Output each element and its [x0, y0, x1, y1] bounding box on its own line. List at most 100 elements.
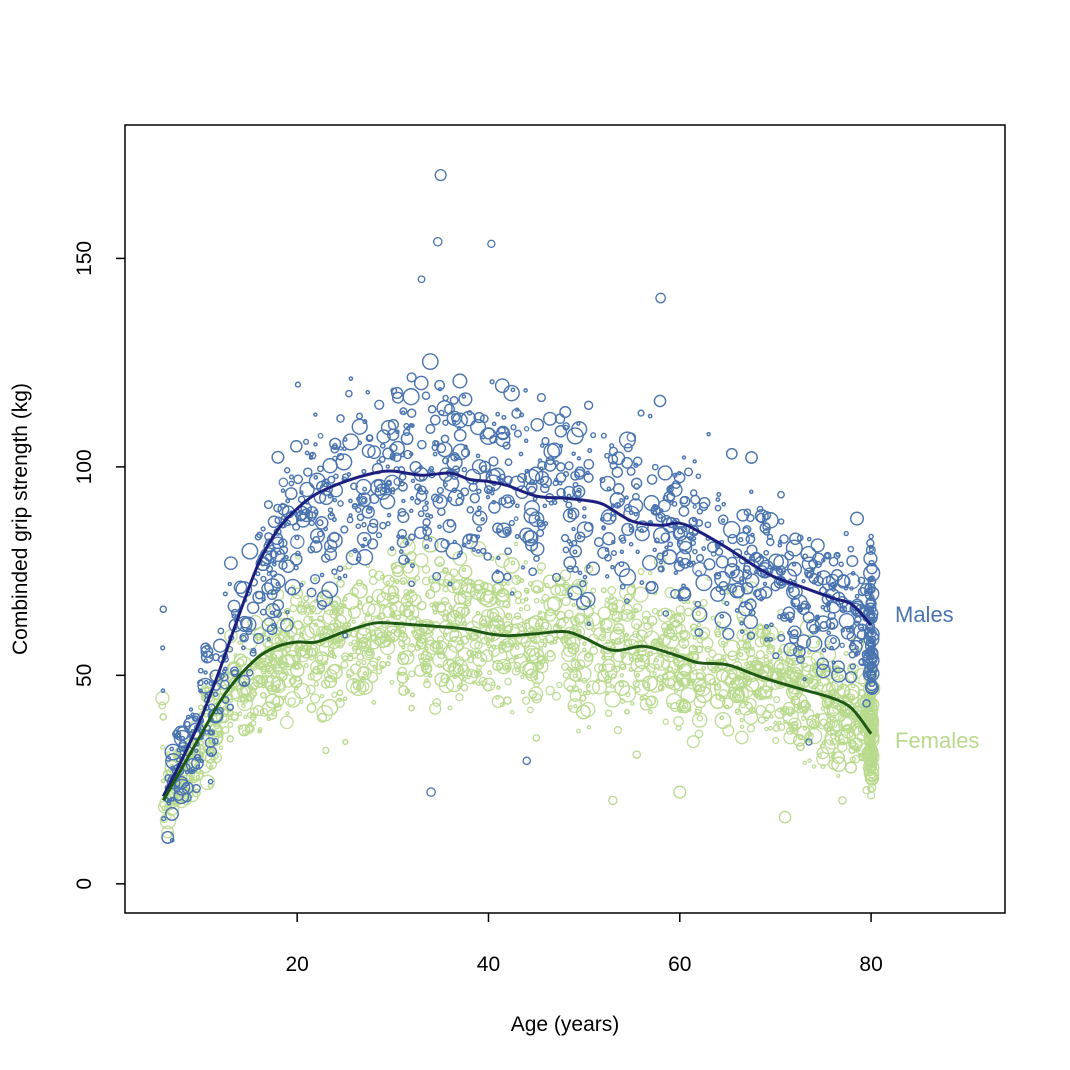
data-point — [451, 636, 458, 642]
data-point — [317, 662, 324, 670]
data-point — [528, 690, 538, 699]
data-point — [497, 589, 506, 598]
data-point — [478, 615, 491, 628]
data-point — [582, 514, 587, 519]
data-point — [342, 696, 348, 701]
data-point — [243, 714, 248, 720]
data-point — [246, 724, 254, 733]
data-point — [630, 701, 635, 706]
data-point — [612, 623, 625, 635]
data-point — [869, 738, 875, 745]
data-point — [313, 622, 319, 628]
data-point — [839, 642, 845, 649]
data-point — [838, 612, 855, 630]
data-point — [632, 750, 642, 759]
data-point — [657, 607, 673, 623]
data-point — [436, 635, 444, 643]
data-point — [386, 655, 392, 660]
data-point — [678, 700, 692, 714]
data-point — [695, 610, 702, 617]
data-point — [285, 711, 290, 716]
data-point — [442, 567, 449, 575]
data-point — [635, 672, 640, 678]
data-point — [368, 568, 378, 578]
data-point — [352, 678, 358, 684]
data-point — [270, 676, 286, 692]
data-point — [868, 533, 874, 540]
data-point — [221, 726, 230, 734]
data-point — [241, 729, 247, 735]
data-point — [713, 683, 722, 691]
data-point — [619, 673, 625, 678]
data-point — [863, 713, 879, 728]
data-point — [599, 619, 606, 626]
data-point — [475, 611, 481, 616]
data-point — [393, 628, 403, 638]
data-point — [457, 647, 472, 662]
data-point — [518, 606, 524, 612]
data-point — [576, 662, 582, 668]
data-point — [692, 504, 697, 509]
data-point — [724, 704, 730, 710]
data-point — [440, 673, 451, 684]
data-point — [532, 734, 541, 742]
data-point — [777, 650, 783, 656]
data-point — [158, 701, 167, 710]
data-point — [405, 590, 418, 603]
data-point — [488, 611, 499, 622]
data-point — [611, 610, 623, 623]
data-point — [684, 607, 693, 617]
data-point — [811, 684, 817, 690]
data-point — [504, 640, 512, 648]
data-point — [429, 581, 441, 593]
data-point — [226, 735, 234, 743]
data-point — [696, 622, 702, 628]
data-point — [409, 616, 422, 629]
data-point — [307, 673, 315, 681]
data-point — [654, 658, 659, 663]
data-point — [312, 666, 321, 674]
data-point — [623, 593, 633, 603]
data-point — [681, 644, 687, 650]
data-point — [716, 621, 722, 627]
data-point — [686, 735, 700, 749]
data-point — [867, 696, 873, 702]
data-point — [753, 689, 761, 698]
data-point — [600, 627, 606, 633]
data-point — [837, 733, 849, 745]
data-point — [806, 714, 820, 729]
data-point — [727, 650, 738, 661]
data-point — [514, 645, 520, 650]
data-point — [195, 774, 200, 780]
data-point — [857, 697, 867, 707]
data-point — [679, 557, 691, 569]
data-point — [743, 666, 760, 683]
data-point — [754, 624, 769, 639]
data-point — [801, 682, 806, 687]
data-point — [306, 703, 317, 713]
data-point — [296, 604, 308, 615]
data-point — [836, 741, 848, 753]
data-point — [585, 680, 601, 695]
data-point — [509, 709, 515, 715]
data-point — [533, 597, 540, 604]
data-point — [470, 584, 487, 601]
data-point — [710, 615, 716, 621]
data-point — [609, 594, 615, 600]
data-point — [480, 547, 487, 555]
data-point — [801, 664, 817, 680]
data-point — [618, 685, 637, 703]
data-point — [604, 690, 622, 708]
data-point — [346, 654, 354, 662]
data-point — [513, 590, 522, 599]
data-point — [491, 644, 497, 650]
data-point — [197, 704, 204, 711]
data-point — [452, 602, 469, 619]
data-point — [624, 708, 630, 715]
data-point — [351, 582, 368, 599]
data-point — [867, 748, 876, 757]
data-point — [461, 620, 467, 627]
data-point — [371, 699, 377, 705]
data-point — [474, 652, 482, 659]
data-point — [820, 763, 826, 770]
